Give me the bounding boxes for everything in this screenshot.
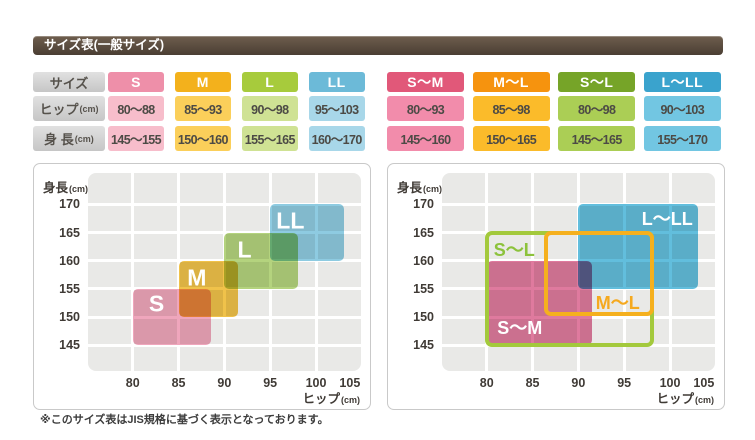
height-cell: 145〜165 xyxy=(558,126,636,151)
size-region-label-M〜L: M〜L xyxy=(595,292,640,313)
x-tick-100: 100 xyxy=(659,376,681,390)
y-tick-165: 165 xyxy=(413,225,434,240)
row-label-0: サイズ xyxy=(33,72,105,92)
height-cell: 155〜165 xyxy=(241,126,298,151)
x-tick-100: 100 xyxy=(305,376,327,390)
hip-cell: 80〜88 xyxy=(108,96,164,121)
hip-cell: 85〜93 xyxy=(174,96,231,121)
x-tick-80: 80 xyxy=(125,376,140,390)
hip-cell: 85〜98 xyxy=(472,96,550,121)
grid-line-x xyxy=(314,173,318,371)
size-region-M〜L xyxy=(544,230,654,317)
x-tick-90: 90 xyxy=(217,376,232,390)
size-header-cell: S xyxy=(108,72,164,92)
row-label-2: 身 長 (cm) xyxy=(33,126,105,151)
size-region-label-L: L xyxy=(237,236,252,263)
y-axis-label: 身長(cm) xyxy=(397,177,442,196)
row-label-1: ヒップ (cm) xyxy=(33,96,105,121)
y-tick-145: 145 xyxy=(413,338,434,353)
x-tick-105: 105 xyxy=(339,376,361,390)
grid-line-y xyxy=(88,202,361,206)
footnote: ※このサイズ表はJIS規格に基づく表示となっております。 xyxy=(40,414,329,426)
x-axis-label: ヒップ(cm) xyxy=(302,388,360,407)
x-tick-85: 85 xyxy=(525,376,540,390)
hip-cell: 80〜93 xyxy=(387,96,464,121)
y-tick-160: 160 xyxy=(413,253,434,268)
label-text: 身 長 xyxy=(44,132,74,147)
y-tick-155: 155 xyxy=(413,281,434,296)
label-text: ヒップ xyxy=(656,392,694,406)
size-region-label-M: M xyxy=(187,264,207,291)
size-region-label-S〜M: S〜M xyxy=(497,317,543,338)
height-cell: 150〜160 xyxy=(174,126,231,151)
hip-cell: 80〜98 xyxy=(558,96,636,121)
size-region-label-LL: LL xyxy=(276,207,305,234)
x-axis-label: ヒップ(cm) xyxy=(656,388,714,407)
unit-label: (cm) xyxy=(69,184,89,194)
height-cell: 145〜155 xyxy=(108,126,164,151)
unit-label: (cm) xyxy=(694,395,714,405)
x-tick-90: 90 xyxy=(571,376,586,390)
y-tick-170: 170 xyxy=(59,197,80,212)
size-header-cell: LL xyxy=(308,72,365,92)
y-axis-label: 身長(cm) xyxy=(43,177,88,196)
height-cell: 145〜160 xyxy=(387,126,464,151)
y-tick-170: 170 xyxy=(413,197,434,212)
grid-line-x xyxy=(131,173,135,371)
unit-label: (cm) xyxy=(74,133,94,144)
y-tick-165: 165 xyxy=(59,225,80,240)
label-text: ヒップ xyxy=(39,102,79,117)
size-header-cell: M〜L xyxy=(472,72,550,92)
y-tick-155: 155 xyxy=(59,281,80,296)
chart-panel-standard-sizes-plot: 身長(cm) S M L LL 80 85 90 95 100 105 170 165 160 155 150… xyxy=(33,163,371,410)
size-region-L〜LL xyxy=(578,204,698,289)
size-header-cell: S〜M xyxy=(387,72,464,92)
x-tick-95: 95 xyxy=(263,376,278,390)
unit-label: (cm) xyxy=(340,395,360,405)
hip-cell: 90〜98 xyxy=(241,96,298,121)
size-region-S〜M xyxy=(486,260,593,346)
size-header-cell: S〜L xyxy=(558,72,636,92)
grid-line-y xyxy=(88,343,361,347)
grid-line-y xyxy=(442,202,715,206)
title-bar: サイズ表(一般サイズ) xyxy=(33,36,723,55)
x-tick-80: 80 xyxy=(479,376,494,390)
height-cell: 155〜170 xyxy=(643,126,721,151)
page-title: サイズ表(一般サイズ) xyxy=(44,38,165,52)
size-region-LL xyxy=(270,204,344,261)
x-tick-95: 95 xyxy=(617,376,632,390)
unit-label: (cm) xyxy=(79,103,99,114)
height-cell: 160〜170 xyxy=(308,126,365,151)
label-text: サイズ xyxy=(49,75,89,91)
label-text: ヒップ xyxy=(302,392,340,406)
y-tick-160: 160 xyxy=(59,253,80,268)
grid-line-y xyxy=(88,315,361,319)
label-text: 身長 xyxy=(43,181,69,195)
size-header-cell: L xyxy=(241,72,298,92)
unit-label: (cm) xyxy=(423,184,443,194)
size-region-label-L〜LL: L〜LL xyxy=(641,209,693,230)
label-text: 身長 xyxy=(397,181,423,195)
chart-panel-range-sizes-plot: 身長(cm) L〜LL S〜M S〜L M〜L 80 85 90 95 100 105 170 165 1… xyxy=(387,163,725,410)
hip-cell: 95〜103 xyxy=(308,96,365,121)
hip-cell: 90〜103 xyxy=(643,96,721,121)
x-tick-105: 105 xyxy=(693,376,715,390)
height-cell: 150〜165 xyxy=(472,126,550,151)
y-tick-150: 150 xyxy=(59,310,80,325)
x-tick-85: 85 xyxy=(171,376,186,390)
size-header-cell: L〜LL xyxy=(643,72,721,92)
size-header-cell: M xyxy=(174,72,231,92)
size-region-label-S〜L: S〜L xyxy=(493,240,535,261)
grid-line-y xyxy=(88,231,361,234)
y-tick-145: 145 xyxy=(59,338,80,353)
y-tick-150: 150 xyxy=(413,310,434,325)
size-region-label-S: S xyxy=(148,290,165,317)
